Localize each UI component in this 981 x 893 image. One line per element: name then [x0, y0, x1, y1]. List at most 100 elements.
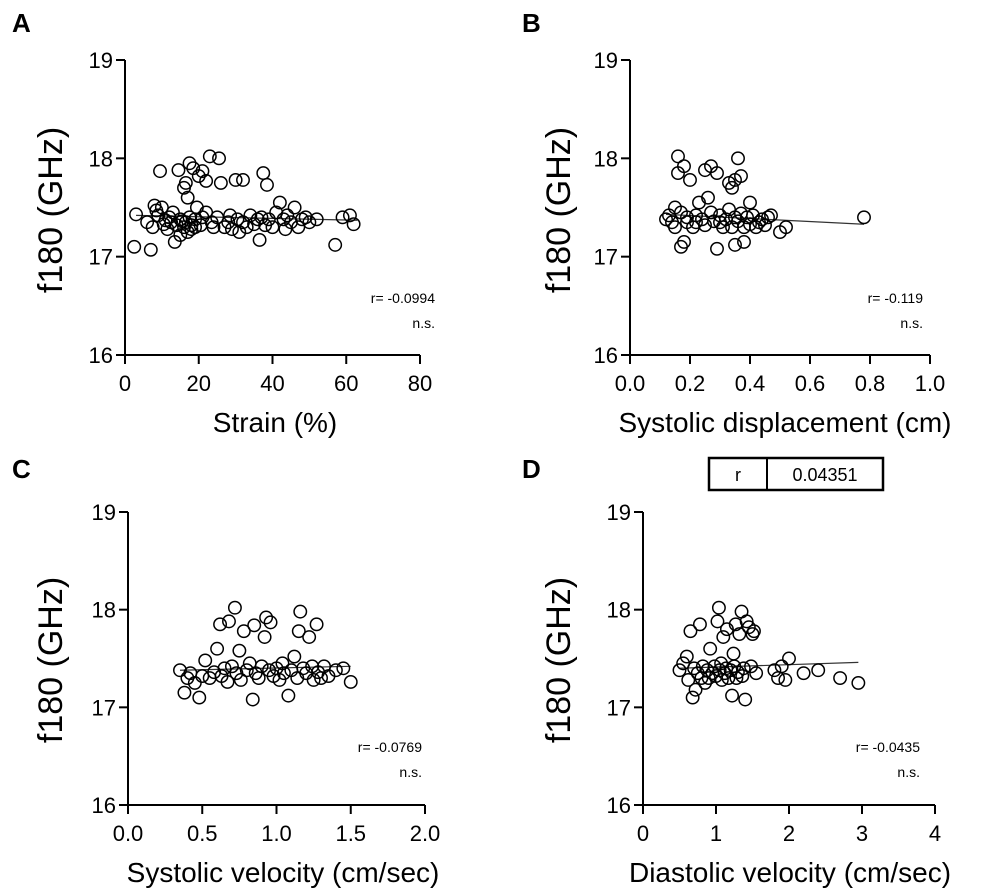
data-point: [227, 600, 242, 615]
panel-label: C: [12, 454, 31, 484]
table-value-cell: 0.04351: [792, 465, 857, 485]
x-axis-label: Diastolic velocity (cm/sec): [629, 857, 951, 888]
data-point: [688, 682, 703, 697]
data-point: [725, 180, 739, 195]
data-point: [328, 663, 343, 678]
x-tick-label: 0.5: [187, 821, 218, 846]
r-value-table: r 0.04351: [707, 456, 885, 492]
data-point: [213, 175, 228, 190]
data-point: [309, 617, 324, 632]
data-point: [257, 630, 272, 644]
data-point: [275, 656, 290, 671]
y-tick-label: 16: [92, 793, 116, 818]
x-tick-label: 0: [119, 371, 131, 396]
data-point: [247, 618, 262, 633]
x-tick-label: 40: [260, 371, 284, 396]
data-point: [740, 210, 754, 225]
data-point: [178, 175, 193, 190]
data-point: [252, 233, 267, 247]
data-point: [129, 207, 144, 222]
data-point: [342, 208, 357, 223]
data-point: [672, 663, 687, 678]
data-point: [127, 239, 142, 254]
r-value-annotation: r= -0.0769: [358, 739, 422, 755]
panel-a: A 16 17 18 19 0 20 40 60 80 f180 (GHz) Strain (%) r=…: [12, 8, 435, 438]
data-point: [716, 630, 731, 644]
data-point: [302, 630, 317, 644]
data-point: [195, 669, 210, 684]
data-point: [679, 649, 694, 664]
data-point: [734, 169, 748, 183]
data-point: [726, 646, 741, 661]
data-point: [782, 651, 796, 666]
data-point: [758, 218, 772, 233]
x-tick-label: 60: [334, 371, 358, 396]
x-tick-label: 1.5: [335, 821, 366, 846]
data-point: [681, 673, 696, 687]
y-tick-label: 18: [594, 146, 618, 171]
data-point: [771, 671, 785, 685]
x-tick-label: 2: [783, 821, 795, 846]
data-point: [336, 661, 351, 676]
data-point: [728, 237, 742, 252]
data-point: [811, 663, 826, 678]
data-point: [291, 624, 306, 639]
data-point: [683, 624, 698, 639]
data-point: [180, 225, 195, 240]
data-point: [260, 177, 274, 192]
panel-c: C 16 17 18 19 0.0 0.5 1.0 1.5 2.0 f180 (GHz) Systol…: [12, 454, 440, 888]
data-point: [749, 666, 764, 681]
data-point: [220, 674, 235, 689]
data-point: [223, 208, 238, 223]
data-point: [704, 205, 718, 220]
data-point: [276, 666, 291, 681]
panel-label: A: [12, 8, 31, 38]
y-tick-label: 17: [594, 245, 618, 270]
data-point: [287, 649, 302, 664]
data-point: [328, 237, 343, 252]
data-point: [280, 208, 295, 223]
panel-label: B: [522, 8, 541, 38]
data-point: [668, 220, 682, 235]
x-tick-label: 0.6: [795, 371, 826, 396]
x-tick-label: 3: [856, 821, 868, 846]
data-point: [714, 656, 729, 671]
data-point: [221, 215, 236, 230]
data-point: [302, 215, 317, 230]
data-point: [731, 151, 745, 166]
data-point: [265, 220, 280, 235]
data-point: [272, 673, 287, 687]
data-point: [796, 666, 811, 681]
data-point: [232, 225, 247, 240]
data-point: [703, 641, 718, 656]
data-point: [188, 220, 203, 235]
data-point: [222, 614, 236, 629]
y-tick-label: 16: [607, 793, 631, 818]
data-point: [177, 685, 192, 700]
data-point: [716, 220, 730, 235]
data-point: [671, 149, 685, 164]
data-point: [261, 212, 276, 227]
data-point: [276, 212, 291, 227]
data-point: [710, 241, 724, 256]
significance-annotation: n.s.: [412, 315, 435, 331]
y-tick-label: 19: [607, 500, 631, 525]
significance-annotation: n.s.: [900, 315, 923, 331]
data-point: [254, 659, 269, 674]
y-axis-label: f180 (GHz): [540, 127, 578, 293]
data-point: [711, 600, 726, 615]
x-tick-label: 0.4: [735, 371, 766, 396]
data-point: [256, 166, 271, 181]
panel-label: D: [522, 454, 541, 484]
data-point: [199, 174, 214, 188]
x-tick-label: 0.8: [855, 371, 886, 396]
data-point: [239, 663, 254, 678]
data-point: [198, 653, 213, 668]
x-tick-label: 1: [710, 821, 722, 846]
data-point: [778, 673, 793, 687]
data-point: [677, 159, 691, 174]
data-point: [774, 659, 789, 674]
data-point: [739, 614, 754, 629]
y-tick-label: 18: [607, 598, 631, 623]
